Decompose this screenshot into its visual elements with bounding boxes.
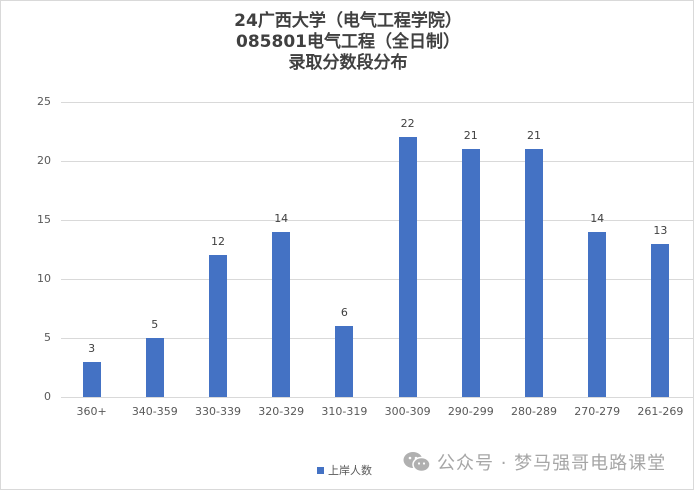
gridline	[61, 161, 693, 162]
gridline	[61, 338, 693, 339]
y-axis-tick-label: 15	[37, 213, 51, 226]
y-axis-tick-label: 10	[37, 272, 51, 285]
data-label: 13	[653, 223, 668, 237]
y-axis-tick-label: 0	[44, 390, 51, 403]
watermark-text: 公众号 · 梦马强哥电路课堂	[437, 453, 667, 474]
bar	[651, 243, 670, 397]
bar	[145, 338, 164, 397]
data-label: 6	[340, 306, 348, 320]
gridline	[61, 279, 693, 280]
y-axis-tick-label: 5	[44, 331, 51, 344]
data-label: 5	[151, 318, 159, 331]
data-label: 3	[88, 341, 96, 355]
x-axis-tick-label: 340-359	[131, 405, 178, 418]
bar	[461, 149, 480, 397]
bar	[398, 137, 417, 397]
chart-title-line: 录取分数段分布	[288, 53, 408, 73]
data-label: 14	[590, 211, 605, 225]
x-axis-tick-label: 290-299	[447, 405, 494, 418]
gridline	[61, 397, 693, 398]
gridline	[61, 102, 693, 103]
x-axis-tick-label: 360+	[76, 405, 107, 418]
chart-title-line: 085801电气工程（全日制）	[236, 32, 460, 52]
y-axis-tick-label: 25	[37, 95, 51, 108]
legend-label: 上岸人数	[328, 464, 372, 477]
bar	[525, 149, 543, 397]
x-axis-tick-label: 300-309	[384, 405, 431, 418]
wechat-icon	[403, 451, 431, 473]
x-axis-tick-label: 310-319	[321, 405, 368, 418]
watermark: 公众号 · 梦马强哥电路课堂	[403, 449, 666, 475]
x-axis-tick-label: 270-279	[574, 405, 621, 418]
x-axis-tick-label: 330-339	[195, 405, 241, 418]
data-label: 22	[400, 117, 415, 131]
legend-swatch	[317, 466, 324, 474]
bar	[82, 361, 101, 397]
bar	[209, 255, 227, 397]
legend: 上岸人数	[317, 462, 372, 478]
data-label: 21	[527, 129, 541, 143]
x-axis-tick-label: 320-329	[258, 405, 305, 418]
data-label: 12	[211, 235, 225, 249]
bar	[272, 231, 291, 397]
data-label: 14	[274, 211, 289, 225]
x-axis-tick-label: 261-269	[637, 405, 684, 418]
chart-title-line: 24广西大学（电气工程学院）	[234, 11, 462, 31]
y-axis-tick-label: 20	[37, 154, 51, 167]
data-label: 21	[463, 129, 478, 143]
bar	[588, 231, 607, 397]
bar	[335, 326, 354, 397]
gridline	[61, 220, 693, 221]
x-axis-tick-label: 280-289	[511, 405, 557, 418]
